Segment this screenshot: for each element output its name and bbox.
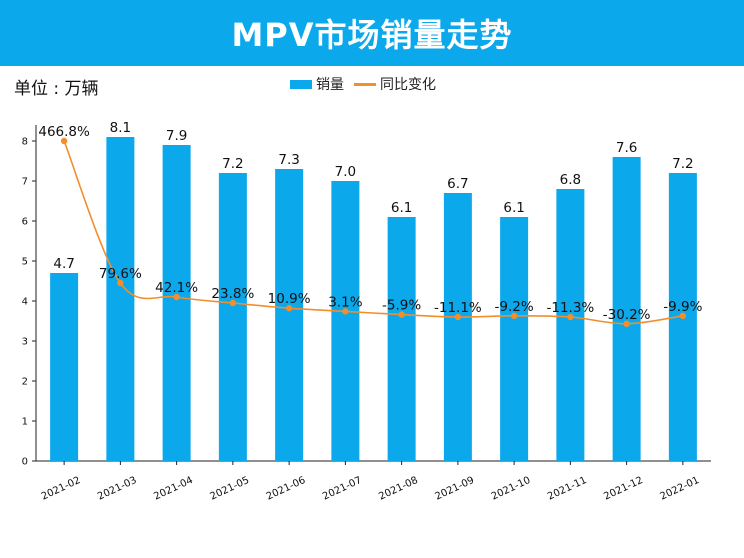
y-tick-label: 1 [22,417,28,428]
yoy-point [342,308,349,315]
yoy-value-label: 79.6% [99,266,142,282]
legend: 销量 同比变化 [290,74,446,94]
bar [275,169,304,461]
x-tick-label: 2021-06 [265,475,308,503]
y-tick-label: 4 [22,297,28,308]
y-tick-label: 0 [22,457,28,468]
bar-value-label: 7.6 [616,140,637,156]
x-tick-label: 2022-01 [659,475,702,503]
yoy-point [60,137,68,145]
x-tick-label: 2021-07 [321,475,364,503]
bars [50,137,697,461]
y-tick-label: 2 [22,377,28,388]
yoy-point [117,279,124,287]
x-tick-label: 2021-11 [546,475,589,503]
yoy-line [60,137,687,327]
legend-label-sales: 销量 [316,77,344,93]
yoy-value-label: 3.1% [328,294,362,310]
yoy-point [229,299,237,307]
yoy-point [173,293,180,301]
yoy-value-label: 23.8% [211,286,254,302]
yoy-point [623,320,630,327]
bar-value-label: 7.2 [672,156,693,172]
bar-value-label: 4.7 [53,256,74,272]
bar [331,181,360,461]
bar-value-label: 7.0 [335,164,356,180]
legend-swatch-yoy [354,82,376,86]
bar [443,193,472,461]
bar [218,173,247,461]
legend-item-sales: 销量 [290,74,344,94]
chart-title: MPV市场销量走势 [231,16,513,54]
bar-value-label: 6.8 [560,172,581,188]
bar [556,189,585,461]
bar-value-label: 6.7 [447,176,468,192]
y-tick-label: 5 [22,257,28,268]
y-tick-label: 6 [22,217,28,228]
bar-value-label: 8.1 [110,120,131,136]
bar [612,157,641,461]
data-labels: 4.7 8.1 7.9 7.2 7.3 7.0 6.1 6.7 6.1 6.8 7.6 7.2 466.… [38,120,702,323]
yoy-point [510,312,518,319]
x-tick-label: 2021-02 [40,475,83,503]
yoy-value-label: -11.1% [434,300,482,316]
bar-value-label: 6.1 [503,200,524,216]
yoy-point [679,312,687,319]
yoy-point [398,311,405,318]
yoy-point [285,305,293,312]
legend-item-yoy: 同比变化 [354,74,436,94]
bar [50,273,79,461]
legend-label-yoy: 同比变化 [380,77,436,93]
yoy-value-label: -9.2% [495,299,534,315]
yoy-point [567,313,574,321]
x-tick-label: 2021-04 [152,475,195,503]
bar-value-label: 6.1 [391,200,412,216]
yoy-value-label: -9.9% [663,299,702,315]
x-tick-label: 2021-03 [96,475,139,503]
bar [500,217,529,461]
bar-value-label: 7.2 [222,156,243,172]
bar-value-label: 7.3 [278,152,299,168]
x-tick-label: 2021-10 [490,475,533,503]
y-tick-label: 8 [22,137,28,148]
x-tick-label: 2021-08 [377,475,420,503]
unit-label: 单位 : 万辆 [14,79,99,99]
bar [106,137,135,461]
x-tick-label: 2021-05 [209,475,252,503]
chart-title-bar: MPV市场销量走势 [0,0,744,66]
legend-swatch-sales [290,79,312,89]
yoy-value-label: 42.1% [155,280,198,296]
y-tick-label: 7 [22,177,28,188]
yoy-value-label: -30.2% [603,307,651,323]
y-tick-label: 3 [22,337,28,348]
yoy-value-label: -11.3% [546,300,594,316]
yoy-value-label: 466.8% [38,124,90,140]
bar [162,145,191,461]
x-tick-label: 2021-09 [434,475,477,503]
yoy-value-label: -5.9% [382,298,421,314]
x-tick-label: 2021-12 [602,475,645,503]
bar-value-label: 7.9 [166,128,187,144]
yoy-value-label: 10.9% [268,291,311,307]
bar [387,217,416,461]
yoy-point [454,313,462,321]
yoy-line-path [63,140,683,325]
